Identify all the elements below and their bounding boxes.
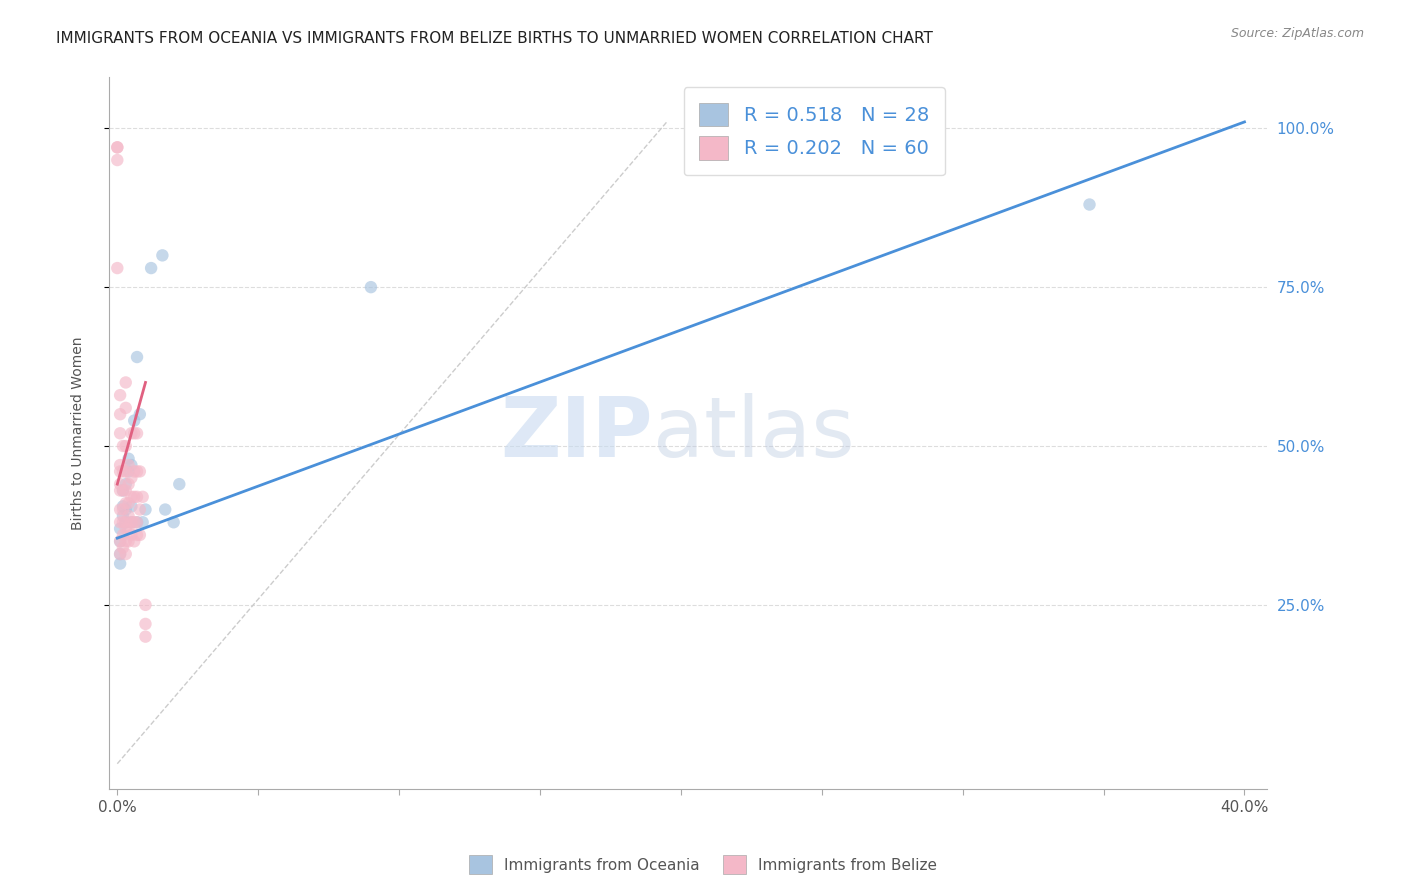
Point bbox=[169, 477, 191, 491]
Point bbox=[108, 502, 131, 516]
Point bbox=[134, 598, 156, 612]
Point bbox=[111, 502, 134, 516]
Point bbox=[117, 534, 139, 549]
Point bbox=[108, 464, 131, 478]
Point bbox=[134, 502, 156, 516]
Point bbox=[131, 490, 153, 504]
Point bbox=[120, 471, 142, 485]
Point bbox=[120, 500, 142, 514]
Point bbox=[108, 547, 131, 561]
Point bbox=[117, 451, 139, 466]
Point bbox=[125, 426, 148, 441]
Point bbox=[125, 464, 148, 478]
Point bbox=[114, 522, 136, 536]
Point bbox=[1078, 197, 1101, 211]
Point bbox=[108, 534, 131, 549]
Point bbox=[155, 502, 177, 516]
Point bbox=[108, 483, 131, 498]
Point bbox=[111, 464, 134, 478]
Legend: Immigrants from Oceania, Immigrants from Belize: Immigrants from Oceania, Immigrants from… bbox=[463, 849, 943, 880]
Point bbox=[117, 522, 139, 536]
Point bbox=[114, 534, 136, 549]
Point bbox=[134, 616, 156, 631]
Point bbox=[114, 401, 136, 415]
Point bbox=[111, 500, 134, 514]
Point bbox=[114, 483, 136, 498]
Point bbox=[108, 557, 131, 571]
Point bbox=[105, 140, 128, 154]
Point bbox=[117, 458, 139, 472]
Point bbox=[114, 502, 136, 516]
Point bbox=[114, 547, 136, 561]
Point bbox=[108, 407, 131, 421]
Point bbox=[114, 496, 136, 510]
Point bbox=[122, 414, 145, 428]
Point bbox=[125, 515, 148, 529]
Point bbox=[120, 426, 142, 441]
Point bbox=[114, 477, 136, 491]
Point bbox=[150, 248, 173, 262]
Point bbox=[125, 515, 148, 529]
Point bbox=[108, 522, 131, 536]
Text: atlas: atlas bbox=[654, 392, 855, 474]
Point bbox=[120, 528, 142, 542]
Point bbox=[360, 280, 382, 294]
Point bbox=[125, 350, 148, 364]
Point bbox=[120, 515, 142, 529]
Point bbox=[128, 464, 150, 478]
Point bbox=[111, 508, 134, 523]
Point bbox=[114, 515, 136, 529]
Point bbox=[111, 439, 134, 453]
Point bbox=[128, 528, 150, 542]
Text: IMMIGRANTS FROM OCEANIA VS IMMIGRANTS FROM BELIZE BIRTHS TO UNMARRIED WOMEN CORR: IMMIGRANTS FROM OCEANIA VS IMMIGRANTS FR… bbox=[56, 31, 934, 46]
Legend: R = 0.518   N = 28, R = 0.202   N = 60: R = 0.518 N = 28, R = 0.202 N = 60 bbox=[683, 87, 945, 176]
Point bbox=[111, 528, 134, 542]
Point bbox=[122, 490, 145, 504]
Point bbox=[163, 515, 186, 529]
Point bbox=[108, 477, 131, 491]
Point bbox=[139, 261, 162, 276]
Point bbox=[134, 630, 156, 644]
Point bbox=[108, 534, 131, 549]
Point bbox=[108, 458, 131, 472]
Point bbox=[122, 464, 145, 478]
Point bbox=[108, 515, 131, 529]
Point bbox=[108, 388, 131, 402]
Point bbox=[117, 464, 139, 478]
Point bbox=[108, 547, 131, 561]
Point bbox=[125, 490, 148, 504]
Point bbox=[111, 483, 134, 498]
Point bbox=[108, 426, 131, 441]
Point bbox=[131, 515, 153, 529]
Point bbox=[105, 261, 128, 276]
Point bbox=[117, 477, 139, 491]
Point bbox=[111, 483, 134, 498]
Point bbox=[120, 515, 142, 529]
Point bbox=[117, 508, 139, 523]
Point bbox=[122, 515, 145, 529]
Point bbox=[114, 515, 136, 529]
Point bbox=[111, 541, 134, 555]
Point bbox=[114, 439, 136, 453]
Y-axis label: Births to Unmarried Women: Births to Unmarried Women bbox=[72, 336, 86, 530]
Point bbox=[128, 407, 150, 421]
Point bbox=[122, 426, 145, 441]
Point bbox=[105, 153, 128, 167]
Point bbox=[120, 458, 142, 472]
Text: Source: ZipAtlas.com: Source: ZipAtlas.com bbox=[1230, 27, 1364, 40]
Point bbox=[105, 140, 128, 154]
Point bbox=[111, 515, 134, 529]
Point bbox=[120, 490, 142, 504]
Point bbox=[114, 464, 136, 478]
Point bbox=[114, 376, 136, 390]
Point bbox=[122, 534, 145, 549]
Point bbox=[125, 528, 148, 542]
Text: ZIP: ZIP bbox=[501, 392, 654, 474]
Point bbox=[117, 496, 139, 510]
Point bbox=[128, 502, 150, 516]
